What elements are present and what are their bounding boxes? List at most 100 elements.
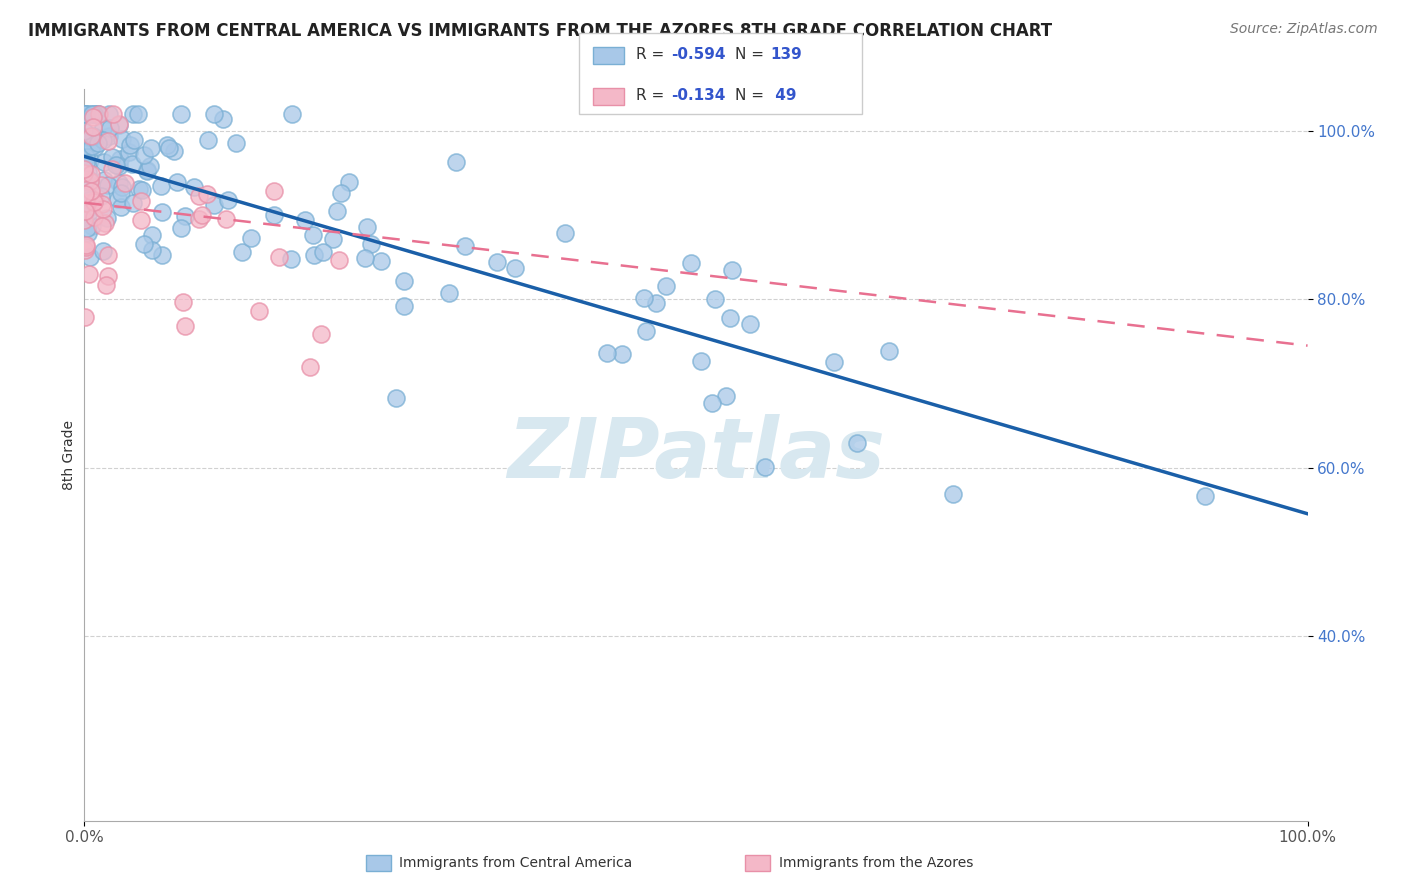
Point [108,159,131,173]
Point [231,244,253,259]
Point [84,194,107,208]
Point [141,243,163,257]
Text: Immigrants from the Azores: Immigrants from the Azores [779,855,973,870]
Point [655,278,678,293]
Point [73,107,96,121]
Point [281,107,304,121]
Point [76,191,98,205]
Point [187,189,209,203]
Point [82,139,104,153]
Point [356,219,378,234]
Text: -0.134: -0.134 [671,87,725,103]
Point [120,137,142,152]
Point [75,107,97,121]
Text: Source: ZipAtlas.com: Source: ZipAtlas.com [1230,22,1378,37]
Point [690,354,713,368]
Point [263,208,285,222]
Point [87,136,110,150]
Point [73,166,96,180]
Point [82,129,104,144]
Point [263,184,285,198]
Point [159,141,181,155]
Point [322,232,344,246]
Point [75,240,97,254]
Text: IMMIGRANTS FROM CENTRAL AMERICA VS IMMIGRANTS FROM THE AZORES 8TH GRADE CORRELAT: IMMIGRANTS FROM CENTRAL AMERICA VS IMMIG… [28,22,1052,40]
Point [392,299,415,313]
Point [703,292,725,306]
Point [166,175,188,189]
Point [249,304,271,318]
Point [108,118,131,132]
Point [79,153,101,167]
Point [73,153,96,167]
Point [121,157,143,171]
Point [942,487,965,501]
Point [100,162,122,177]
Point [718,311,741,326]
Text: -0.594: -0.594 [671,46,725,62]
Point [1194,489,1216,503]
Text: 49: 49 [770,87,797,103]
Point [93,172,115,186]
Point [111,180,134,194]
Point [309,327,332,342]
Point [280,252,302,267]
Point [76,129,98,144]
Point [392,274,415,288]
Point [111,132,134,146]
Point [79,250,101,264]
Point [93,155,115,169]
Point [91,244,114,258]
Point [108,117,131,131]
Point [633,291,655,305]
Point [100,149,122,163]
Point [328,253,350,268]
Text: Immigrants from Central America: Immigrants from Central America [399,855,633,870]
Point [127,107,149,121]
Point [217,193,239,207]
Point [150,205,173,219]
Point [114,176,136,190]
Point [94,277,117,292]
Point [645,296,668,310]
Point [337,175,360,189]
Point [141,228,163,243]
Point [129,194,152,208]
Point [73,187,96,202]
Point [98,129,121,144]
Point [225,136,247,150]
Point [82,110,104,124]
Point [110,186,132,201]
Point [76,226,98,240]
Point [360,236,382,251]
Point [110,201,132,215]
Point [94,216,117,230]
Point [485,255,508,269]
Point [80,219,103,234]
Point [298,359,321,374]
Point [162,144,184,158]
Point [73,177,96,191]
Point [73,310,96,325]
Point [87,107,110,121]
Point [132,148,155,162]
Point [190,208,212,222]
Point [93,202,115,217]
Text: ZIPatlas: ZIPatlas [508,415,884,495]
Point [128,182,150,196]
Point [136,164,159,178]
Point [103,107,125,121]
Point [634,324,657,338]
Point [79,174,101,188]
Point [90,189,112,203]
Point [354,252,377,266]
Point [202,198,225,212]
Point [84,107,107,121]
Point [91,219,114,233]
Point [150,179,173,194]
Point [76,196,98,211]
Point [73,212,96,227]
Point [83,194,105,209]
Point [503,261,526,276]
Point [73,244,96,258]
